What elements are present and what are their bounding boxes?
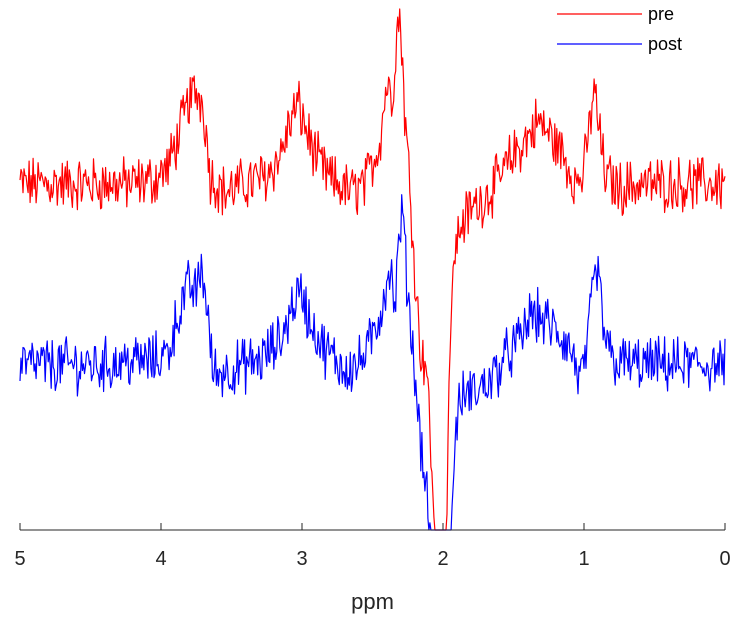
series-layer (19, 8, 726, 531)
x-ticks: 5 4 3 2 1 0 (14, 523, 731, 570)
legend-label-pre: pre (648, 4, 674, 24)
x-axis-label: ppm (351, 589, 394, 614)
x-tick-label: 0 (719, 548, 730, 570)
x-tick-label: 2 (437, 548, 448, 570)
x-tick-label: 1 (578, 548, 589, 570)
series-line-pre (19, 8, 726, 531)
x-tick-label: 3 (296, 548, 307, 570)
x-tick-label: 5 (14, 548, 25, 570)
legend-label-post: post (648, 34, 682, 54)
x-tick-label: 4 (155, 548, 166, 570)
series-line-post (19, 194, 726, 531)
legend: pre post (557, 4, 682, 54)
